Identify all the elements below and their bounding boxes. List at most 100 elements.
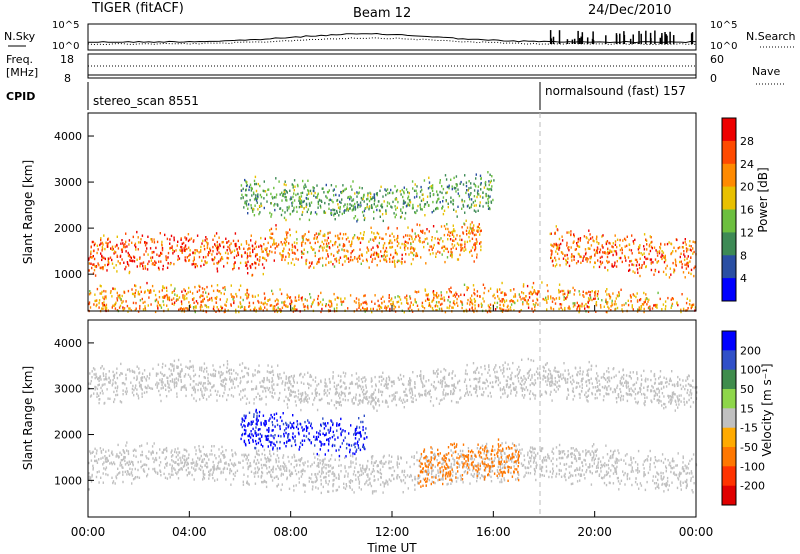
range-cell	[359, 201, 362, 204]
range-cell	[174, 293, 176, 296]
range-cell	[534, 304, 536, 307]
range-cell	[102, 304, 105, 307]
range-cell	[215, 457, 217, 460]
range-cell	[601, 261, 604, 264]
range-cell	[512, 300, 514, 303]
range-cell	[673, 460, 675, 463]
range-cell	[522, 283, 525, 286]
range-cell	[345, 447, 348, 450]
range-cell	[415, 235, 417, 239]
range-cell	[222, 468, 225, 471]
range-cell	[205, 236, 207, 239]
range-cell	[329, 426, 332, 429]
range-cell	[171, 459, 173, 462]
range-cell	[645, 238, 647, 241]
range-cell	[420, 185, 422, 189]
range-cell	[99, 243, 101, 247]
range-cell	[129, 307, 131, 310]
range-cell	[489, 307, 492, 310]
range-cell	[469, 193, 471, 197]
range-cell	[462, 247, 464, 250]
range-cell	[218, 448, 220, 451]
range-cell	[611, 250, 613, 253]
range-cell	[465, 219, 467, 222]
range-cell	[632, 457, 635, 460]
range-cell	[386, 250, 388, 253]
range-cell	[625, 259, 627, 262]
range-cell	[455, 187, 457, 190]
range-cell	[88, 461, 90, 465]
range-cell	[187, 466, 189, 470]
range-cell	[615, 297, 617, 300]
range-cell	[428, 204, 430, 207]
range-cell	[477, 185, 480, 188]
range-cell	[216, 246, 219, 250]
range-cell	[156, 451, 158, 455]
range-cell	[248, 185, 251, 189]
range-cell	[591, 472, 593, 475]
range-cell	[462, 455, 464, 458]
range-cell	[230, 251, 232, 255]
range-cell	[432, 252, 434, 255]
range-cell	[413, 249, 415, 252]
range-cell	[338, 454, 341, 458]
range-cell	[166, 304, 168, 307]
range-cell	[171, 246, 173, 249]
range-cell	[476, 229, 478, 232]
range-cell	[377, 232, 380, 236]
range-cell	[88, 301, 91, 304]
range-cell	[251, 263, 254, 266]
range-cell	[519, 448, 521, 452]
range-cell	[428, 181, 431, 184]
range-cell	[165, 446, 168, 450]
range-cell	[554, 302, 557, 305]
range-cell	[607, 269, 609, 272]
range-cell	[286, 191, 288, 194]
range-cell	[476, 290, 479, 293]
range-cell	[541, 459, 543, 463]
range-cell	[529, 459, 532, 463]
range-cell	[131, 292, 134, 296]
range-cell	[184, 244, 187, 247]
range-cell	[301, 299, 303, 302]
range-cell	[397, 466, 399, 469]
range-cell	[432, 200, 434, 204]
range-cell	[479, 467, 482, 471]
range-cell	[331, 420, 333, 423]
range-cell	[570, 473, 572, 477]
range-cell	[165, 463, 167, 466]
range-cell	[269, 250, 271, 253]
range-cell	[397, 259, 399, 262]
range-cell	[283, 303, 285, 307]
range-cell	[366, 251, 368, 254]
range-cell	[351, 480, 354, 483]
range-cell	[320, 206, 322, 209]
range-cell	[88, 262, 91, 265]
range-cell	[240, 437, 242, 441]
range-cell	[608, 260, 610, 264]
range-cell	[686, 478, 688, 482]
range-cell	[333, 434, 335, 437]
range-cell	[334, 212, 336, 215]
range-cell	[257, 453, 259, 456]
range-cell	[312, 485, 314, 488]
range-cell	[542, 461, 544, 464]
range-cell	[483, 300, 485, 303]
range-cell	[209, 249, 212, 252]
range-cell	[456, 293, 458, 296]
range-cell	[413, 196, 416, 199]
range-cell	[303, 248, 305, 251]
range-cell	[177, 298, 179, 301]
range-cell	[637, 248, 640, 251]
range-cell	[421, 241, 424, 244]
range-cell	[288, 487, 291, 490]
range-cell	[668, 276, 671, 279]
range-cell	[487, 450, 490, 453]
range-cell	[568, 264, 571, 268]
range-cell	[215, 244, 217, 248]
range-cell	[462, 232, 465, 235]
range-cell	[195, 263, 197, 266]
range-cell	[223, 310, 226, 314]
range-cell	[411, 180, 414, 183]
range-cell	[634, 271, 636, 274]
